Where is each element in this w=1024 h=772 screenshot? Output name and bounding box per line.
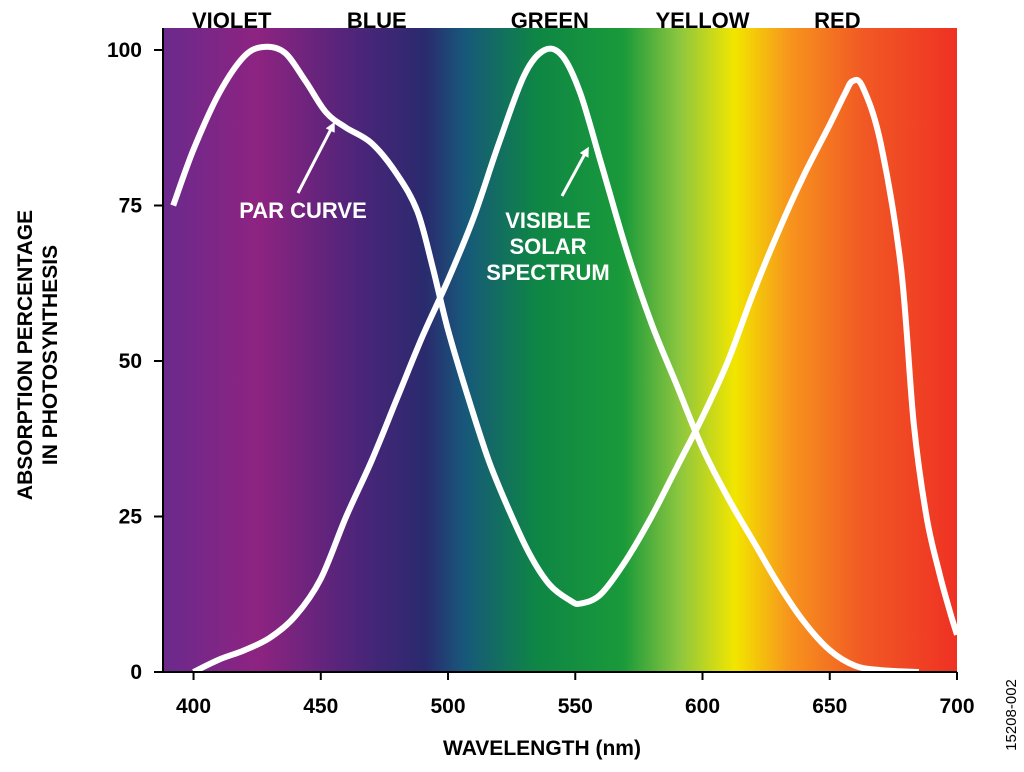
- x-tick-label: 500: [431, 695, 466, 718]
- band-label-violet: VIOLET: [192, 8, 272, 33]
- series-line-1: [170, 43, 957, 636]
- band-label-blue: BLUE: [347, 8, 407, 33]
- band-labels: VIOLET BLUE GREEN YELLOW RED: [192, 8, 861, 33]
- x-tick-label: 700: [939, 695, 974, 718]
- x-tick-label: 400: [176, 695, 211, 718]
- y-axis-title-line-1: ABSORPTION PERCENTAGE: [14, 210, 37, 500]
- x-tick-label: 550: [558, 695, 593, 718]
- annotation-par-curve: PAR CURVE: [239, 198, 367, 223]
- y-axis-title-line-2: IN PHOTOSYNTHESIS: [39, 245, 62, 465]
- y-tick-label: 50: [119, 350, 142, 373]
- x-tick-label: 650: [812, 695, 847, 718]
- y-tick-label: 75: [119, 195, 143, 218]
- spectrum-background: [163, 28, 957, 672]
- y-tick-label: 0: [130, 661, 142, 684]
- axes: 0 25 50 75 100 400 450 500 550 600 650 700: [107, 28, 975, 718]
- x-tick-label: 450: [303, 695, 338, 718]
- x-tick-label: 600: [685, 695, 720, 718]
- band-label-green: GREEN: [511, 8, 589, 33]
- curves-layer: [170, 43, 957, 672]
- y-tick-label: 25: [119, 506, 143, 529]
- series-line-2: [192, 45, 919, 672]
- annotation-arrow-visible-solar-spectrum: [560, 146, 589, 197]
- annotation-visible-solar-spectrum-line-2: SOLAR: [510, 234, 587, 259]
- y-tick-label: 100: [107, 39, 142, 62]
- annotation-visible-solar-spectrum-line-1: VISIBLE: [505, 208, 591, 233]
- y-axis-title: ABSORPTION PERCENTAGE IN PHOTOSYNTHESIS: [14, 210, 62, 500]
- band-label-yellow: YELLOW: [655, 8, 749, 33]
- annotation-arrow-par-curve: [296, 121, 335, 194]
- annotation-visible-solar-spectrum-line-3: SPECTRUM: [486, 260, 609, 285]
- band-label-red: RED: [814, 8, 860, 33]
- x-axis-title: WAVELENGTH (nm): [443, 737, 641, 760]
- figure-id: 15208-002: [1003, 679, 1020, 751]
